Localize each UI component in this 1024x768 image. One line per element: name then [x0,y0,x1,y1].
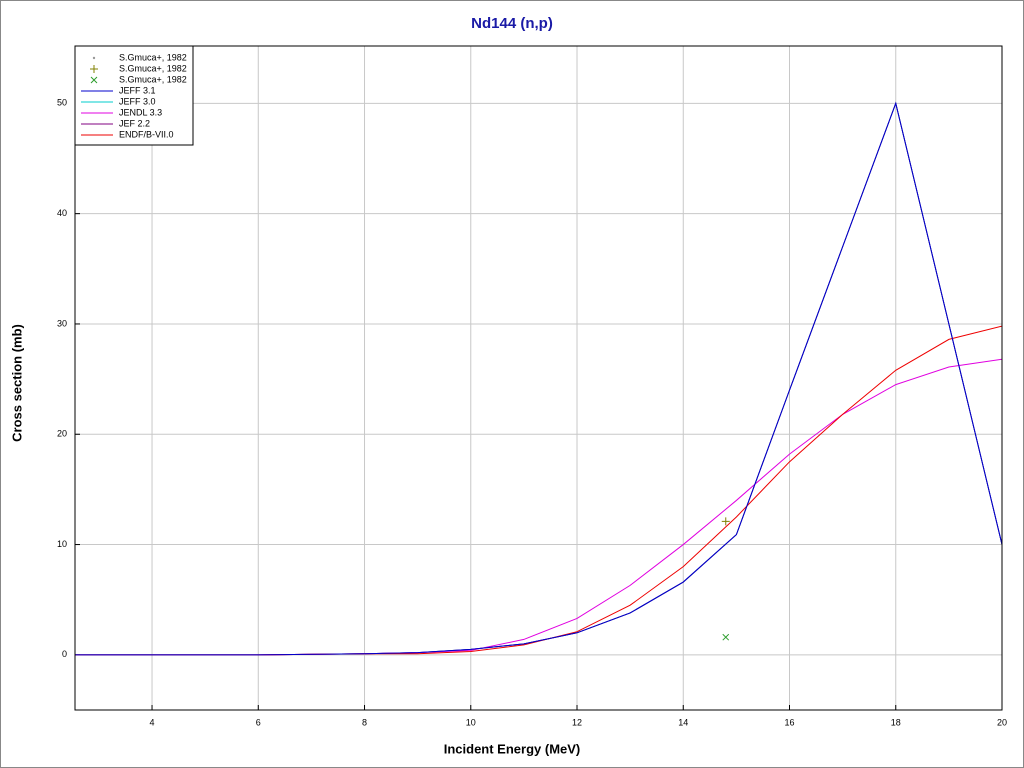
x-tick-label: 10 [466,717,476,727]
y-tick-label: 20 [57,429,67,439]
marker [92,56,96,60]
x-axis-label: Incident Energy (MeV) [444,741,581,756]
marker [90,76,98,84]
y-tick-label: 10 [57,539,67,549]
legend-box [74,45,194,146]
legend-label: JEFF 3.1 [119,85,156,95]
plot-area [75,46,1002,710]
plot-border [74,45,1003,711]
legend-label: S.Gmuca+, 1982 [119,74,187,84]
marker [722,633,730,641]
legend-label: JEF 2.2 [119,118,150,128]
y-tick-label: 40 [57,208,67,218]
x-tick-label: 14 [678,717,688,727]
x-tick-label: 20 [997,717,1007,727]
x-tick-label: 12 [572,717,582,727]
x-tick-label: 6 [256,717,261,727]
y-tick-label: 30 [57,318,67,328]
x-tick-label: 16 [784,717,794,727]
legend-label: S.Gmuca+, 1982 [119,63,187,73]
plot-content [75,101,1002,656]
marker [90,65,98,73]
marker [721,517,730,526]
legend-label: JEFF 3.0 [119,96,156,106]
chart-title: Nd144 (n,p) [471,15,553,32]
legend-label: S.Gmuca+, 1982 [119,52,187,62]
y-axis-label: Cross section (mb) [9,324,24,442]
series-line [75,101,1002,656]
x-tick-label: 4 [150,717,155,727]
legend-label: JENDL 3.3 [119,107,162,117]
y-tick-label: 50 [57,98,67,108]
x-tick-label: 18 [891,717,901,727]
x-tick-label: 8 [362,717,367,727]
legend-label: ENDF/B-VII.0 [119,129,174,139]
y-tick-label: 0 [62,649,67,659]
